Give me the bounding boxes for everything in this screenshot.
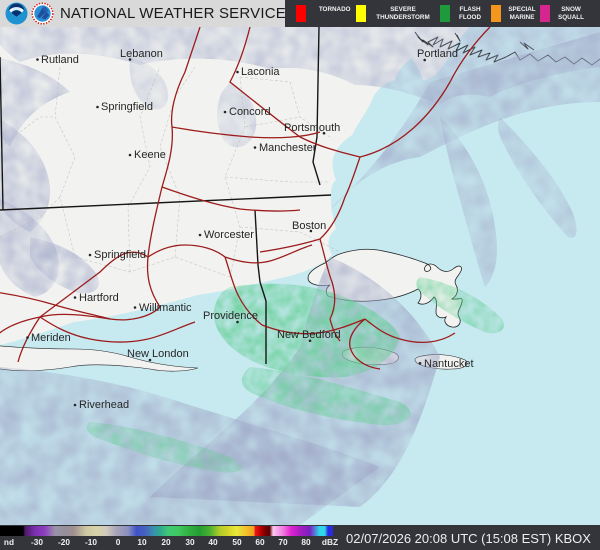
svg-text:Nantucket: Nantucket: [424, 358, 474, 370]
svg-text:Portsmouth: Portsmouth: [284, 122, 340, 134]
svg-text:Laconia: Laconia: [241, 66, 280, 78]
svg-text:Boston: Boston: [292, 220, 326, 232]
svg-text:New London: New London: [127, 348, 189, 360]
svg-text:Riverhead: Riverhead: [79, 399, 129, 411]
svg-text:Lebanon: Lebanon: [120, 48, 163, 60]
svg-text:Manchester: Manchester: [259, 142, 317, 154]
svg-text:New Bedford: New Bedford: [277, 329, 341, 341]
svg-text:Springfield: Springfield: [94, 249, 146, 261]
svg-text:Providence: Providence: [203, 310, 258, 322]
svg-text:Portland: Portland: [417, 48, 458, 60]
svg-text:Willimantic: Willimantic: [139, 302, 192, 314]
svg-text:Springfield: Springfield: [101, 101, 153, 113]
svg-text:Meriden: Meriden: [31, 332, 71, 344]
svg-text:Keene: Keene: [134, 149, 166, 161]
svg-text:Rutland: Rutland: [41, 54, 79, 66]
svg-text:Hartford: Hartford: [79, 292, 119, 304]
svg-text:Worcester: Worcester: [204, 229, 254, 241]
svg-text:Concord: Concord: [229, 106, 271, 118]
